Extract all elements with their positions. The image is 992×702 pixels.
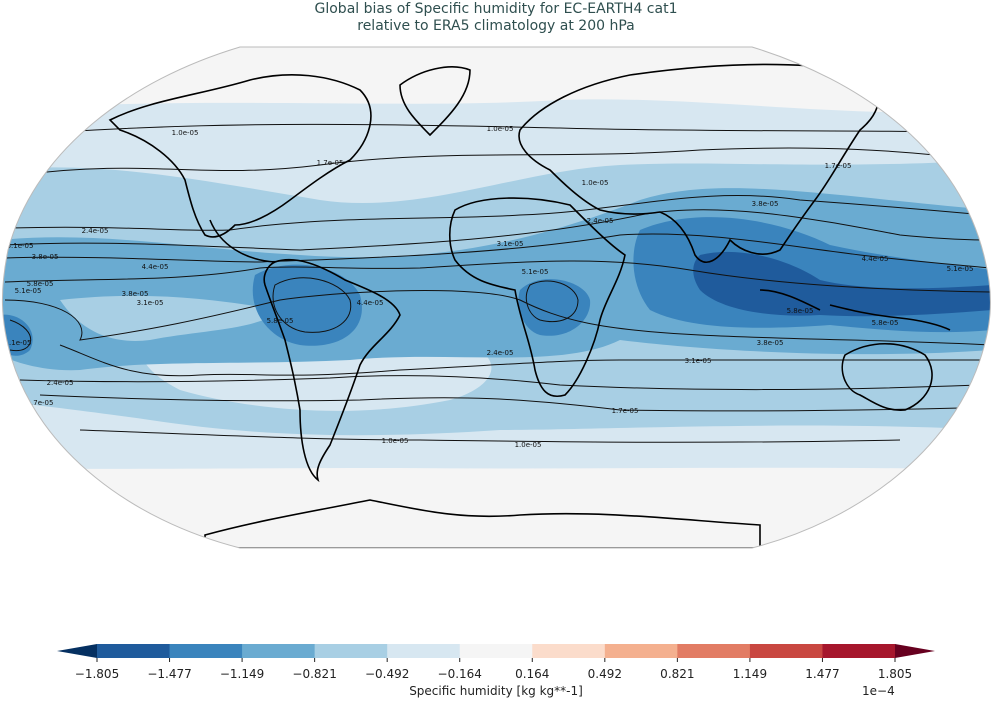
contour-label: 1.7e-05 (612, 407, 639, 415)
colorbar-tick-label: 0.492 (587, 667, 622, 681)
colorbar-segment (242, 644, 316, 658)
contour-label: 3.8e-05 (32, 253, 59, 261)
contour-label: 3.1e-05 (685, 357, 712, 365)
colorbar-segment (749, 644, 823, 658)
contour-label: 3.1e-05 (7, 242, 34, 250)
colorbar-tick-label: 1.805 (877, 667, 913, 681)
contour-label: 3.8e-05 (122, 290, 149, 298)
contour-labels: 1.0e-05 1.0e-05 1.0e-05 1.7e-05 1.7e-05 1.7e-… (5, 125, 974, 449)
colorbar-over-arrow (895, 644, 935, 658)
contour-label: 1.0e-05 (172, 129, 199, 137)
contour-label: 3.8e-05 (752, 200, 779, 208)
coastline-greenland (399, 66, 471, 137)
contour-label: 1.0e-05 (487, 125, 514, 133)
contour-line (59, 123, 961, 133)
contour-label: 1.1e-05 (5, 339, 32, 347)
contour-label: 5.1e-05 (522, 268, 549, 276)
contour-label: 5.1e-05 (15, 287, 42, 295)
contour-label: 5.8e-05 (267, 317, 294, 325)
colorbar-tick-label: 1.477 (805, 667, 840, 681)
coastline-south-america (263, 258, 401, 483)
contour-label: 4.4e-05 (357, 299, 384, 307)
title-line-1: Global bias of Specific humidity for EC-… (314, 1, 678, 17)
contour-label: 3.8e-05 (757, 339, 784, 347)
contour-label: 5.8e-05 (872, 319, 899, 327)
contour-label: 2.4e-05 (587, 217, 614, 225)
colorbar-tick-label: −1.477 (147, 667, 192, 681)
colorbar-tick-label: 1.149 (732, 667, 768, 681)
map-area: 1.0e-05 1.0e-05 1.0e-05 1.7e-05 1.7e-05 1.7e-… (2, 47, 991, 548)
coastline-indonesia (759, 289, 951, 331)
colorbar-tick-label: −0.164 (437, 667, 482, 681)
contour-line (525, 280, 579, 323)
coastlines (108, 63, 951, 548)
colorbar-tick-label: 0.821 (660, 667, 695, 681)
contour-line (9, 195, 986, 231)
coastline-africa (448, 197, 626, 397)
colorbar-under-arrow (57, 644, 97, 658)
fill-peak-indopacific (693, 251, 991, 317)
colorbar-tick-label: −1.149 (219, 667, 265, 681)
contour-lines (4, 123, 991, 443)
colorbar (57, 644, 935, 662)
contour-label: 2.4e-05 (82, 227, 109, 235)
contour-line (4, 209, 991, 251)
coastline-antarctica (204, 499, 761, 548)
colorbar-segment (459, 644, 533, 658)
contour-label: 1.0e-05 (382, 437, 409, 445)
colorbar-segment (822, 644, 896, 658)
contour-line (4, 233, 991, 269)
contour-line (39, 394, 961, 412)
contour-line (79, 429, 901, 443)
contour-line (19, 375, 981, 391)
coastline-north-america (108, 74, 372, 263)
colorbar-segment (314, 644, 388, 658)
contour-label: 1.7e-05 (27, 399, 54, 407)
contour-label: 1.7e-05 (825, 162, 852, 170)
coastline-eurasia (518, 63, 879, 263)
colorbar-exponent: 1e−4 (862, 684, 895, 698)
coastline-australia (841, 342, 933, 411)
colorbar-segment (97, 644, 171, 658)
contour-label: 4.4e-05 (862, 255, 889, 263)
colorbar-segment (604, 644, 678, 658)
colorbar-label: Specific humidity [kg kg**-1] (409, 684, 583, 698)
contour-label: 2.4e-05 (47, 379, 74, 387)
contour-label: 1.0e-05 (515, 441, 542, 449)
colorbar-segment (532, 644, 606, 658)
contour-label: 5.1e-05 (947, 265, 974, 273)
contour-line (19, 147, 981, 176)
contour-label: 3.1e-05 (497, 240, 524, 248)
colorbar-segment (169, 644, 243, 658)
colorbar-tick-label: −1.805 (74, 667, 120, 681)
colorbar-tick-label: 0.164 (515, 667, 550, 681)
contour-line (4, 260, 991, 293)
contour-label: 5.8e-05 (27, 280, 54, 288)
contour-label: 4.4e-05 (142, 263, 169, 271)
colorbar-segment (677, 644, 751, 658)
contour-line (272, 277, 352, 333)
contour-label: 2.4e-05 (487, 349, 514, 357)
fill-band-medium-east (60, 295, 280, 341)
title-line-2: relative to ERA5 climatology at 200 hPa (357, 18, 635, 34)
contour-label: 1.0e-05 (582, 179, 609, 187)
contour-label: 5.8e-05 (787, 307, 814, 315)
contour-line (4, 290, 991, 346)
contour-label: 3.1e-05 (137, 299, 164, 307)
contour-line (9, 319, 990, 377)
fill-core-africa (518, 279, 591, 336)
colorbar-segment (387, 644, 461, 658)
colorbar-tick-label: −0.492 (364, 667, 410, 681)
colorbar-tick-label: −0.821 (292, 667, 337, 681)
contour-label: 1.7e-05 (317, 159, 344, 167)
